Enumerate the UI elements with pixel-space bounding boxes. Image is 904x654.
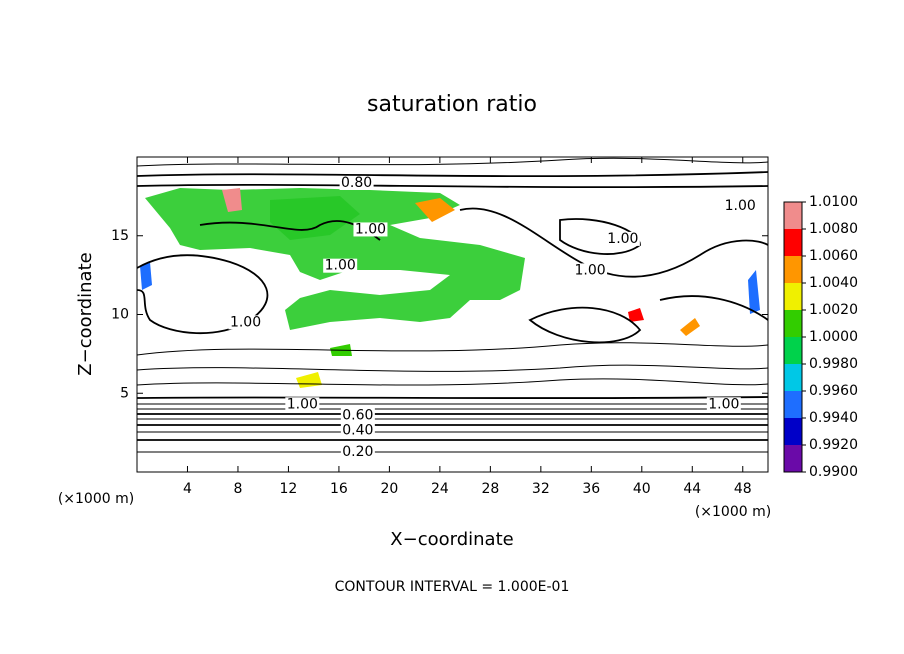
x-tick-label: 20 bbox=[380, 481, 398, 497]
contour-label: 1.00 bbox=[325, 258, 356, 274]
y-tick-label: 10 bbox=[111, 307, 129, 323]
x-tick-label: 44 bbox=[683, 481, 701, 497]
region-orange bbox=[415, 198, 455, 222]
chart-title: saturation ratio bbox=[367, 92, 537, 117]
contour-label-bg bbox=[285, 397, 320, 412]
contour-label: 0.20 bbox=[342, 444, 373, 460]
contour-label-bg bbox=[340, 423, 375, 438]
colorbar-tick-label: 0.9980 bbox=[809, 356, 858, 372]
x-tick-label: 12 bbox=[280, 481, 298, 497]
contour-label: 0.80 bbox=[341, 175, 372, 191]
colorbar-tick-label: 0.9960 bbox=[809, 383, 858, 399]
contour-label-bg bbox=[228, 315, 263, 330]
colorbar-band bbox=[784, 391, 802, 418]
shaded-regions bbox=[140, 188, 760, 388]
contour-label: 1.00 bbox=[574, 262, 605, 278]
contour-line bbox=[136, 171, 769, 178]
contour-label-bg bbox=[339, 175, 374, 190]
region-blue bbox=[748, 270, 760, 314]
contour-label-bg bbox=[323, 258, 358, 273]
contour-line bbox=[136, 396, 769, 400]
contour-label: 0.60 bbox=[342, 407, 373, 423]
contour-line bbox=[528, 306, 642, 344]
contour-line bbox=[136, 342, 769, 356]
contour-line bbox=[136, 183, 769, 189]
region-red bbox=[628, 308, 644, 322]
contour-label: 1.00 bbox=[708, 396, 739, 412]
y-tick-label: 5 bbox=[120, 385, 129, 401]
region-yellow bbox=[296, 372, 322, 388]
x-tick-label: 28 bbox=[481, 481, 499, 497]
contour-line bbox=[136, 157, 769, 167]
contour-label: 1.00 bbox=[725, 198, 756, 214]
colorbar-band bbox=[784, 418, 802, 445]
colorbar-tick-label: 1.0000 bbox=[809, 329, 858, 345]
contour-line bbox=[459, 207, 769, 278]
colorbar-band bbox=[784, 202, 802, 229]
contour-label: 1.00 bbox=[230, 314, 261, 330]
region-blue bbox=[140, 262, 152, 290]
contour-line bbox=[659, 295, 769, 321]
colorbar-band bbox=[784, 310, 802, 337]
y-tick-label: 15 bbox=[111, 228, 129, 244]
contour-label-bg bbox=[353, 222, 388, 237]
contour-label: 1.00 bbox=[287, 396, 318, 412]
x-tick-label: 16 bbox=[330, 481, 348, 497]
contour-label: 1.00 bbox=[607, 231, 638, 247]
contour-label-bg bbox=[340, 408, 375, 423]
contour-label-bg bbox=[340, 444, 375, 459]
contour-label-bg bbox=[723, 198, 758, 213]
y-unit: (×1000 m) bbox=[58, 491, 134, 507]
x-tick-label: 36 bbox=[582, 481, 600, 497]
contour-line bbox=[559, 218, 641, 255]
colorbar-tick-label: 0.9900 bbox=[809, 464, 858, 480]
colorbar-tick-label: 1.0040 bbox=[809, 275, 858, 291]
x-tick-label: 48 bbox=[734, 481, 752, 497]
x-tick-label: 32 bbox=[532, 481, 550, 497]
region-pink bbox=[222, 188, 242, 212]
contour-label-bg bbox=[706, 397, 741, 412]
x-axis-label: X−coordinate bbox=[390, 529, 513, 550]
chart-elements: 4 8 12 16 20 24 28 32 36 40 44 48510150.801.001.001… bbox=[111, 157, 858, 497]
colorbar-band bbox=[784, 445, 802, 472]
x-tick-label: 4 bbox=[183, 481, 192, 497]
colorbar-band bbox=[784, 256, 802, 283]
colorbar-tick-label: 1.0100 bbox=[809, 194, 858, 210]
colorbar-tick-label: 1.0020 bbox=[809, 302, 858, 318]
colorbar-band bbox=[784, 283, 802, 310]
contour-interval: CONTOUR INTERVAL = 1.000E-01 bbox=[335, 579, 570, 595]
colorbar-tick-label: 1.0060 bbox=[809, 248, 858, 264]
x-tick-label: 8 bbox=[233, 481, 242, 497]
colorbar-tick-label: 0.9940 bbox=[809, 410, 858, 426]
colorbar-tick-label: 0.9920 bbox=[809, 437, 858, 453]
colorbar-band bbox=[784, 337, 802, 364]
colorbar-band bbox=[784, 229, 802, 256]
contour-line bbox=[136, 364, 769, 372]
contour-line bbox=[136, 378, 769, 386]
region-orange bbox=[680, 318, 700, 336]
x-unit: (×1000 m) bbox=[695, 504, 771, 520]
contour-label-bg bbox=[573, 263, 608, 278]
colorbar-band bbox=[784, 364, 802, 391]
contour-label: 0.40 bbox=[342, 422, 373, 438]
contour-label: 1.00 bbox=[355, 221, 386, 237]
contour-label-bg bbox=[605, 231, 640, 246]
colorbar-tick-label: 1.0080 bbox=[809, 221, 858, 237]
y-axis-label: Z−coordinate bbox=[75, 252, 96, 375]
x-tick-label: 24 bbox=[431, 481, 449, 497]
plot-frame bbox=[136, 156, 769, 473]
x-tick-label: 40 bbox=[633, 481, 651, 497]
